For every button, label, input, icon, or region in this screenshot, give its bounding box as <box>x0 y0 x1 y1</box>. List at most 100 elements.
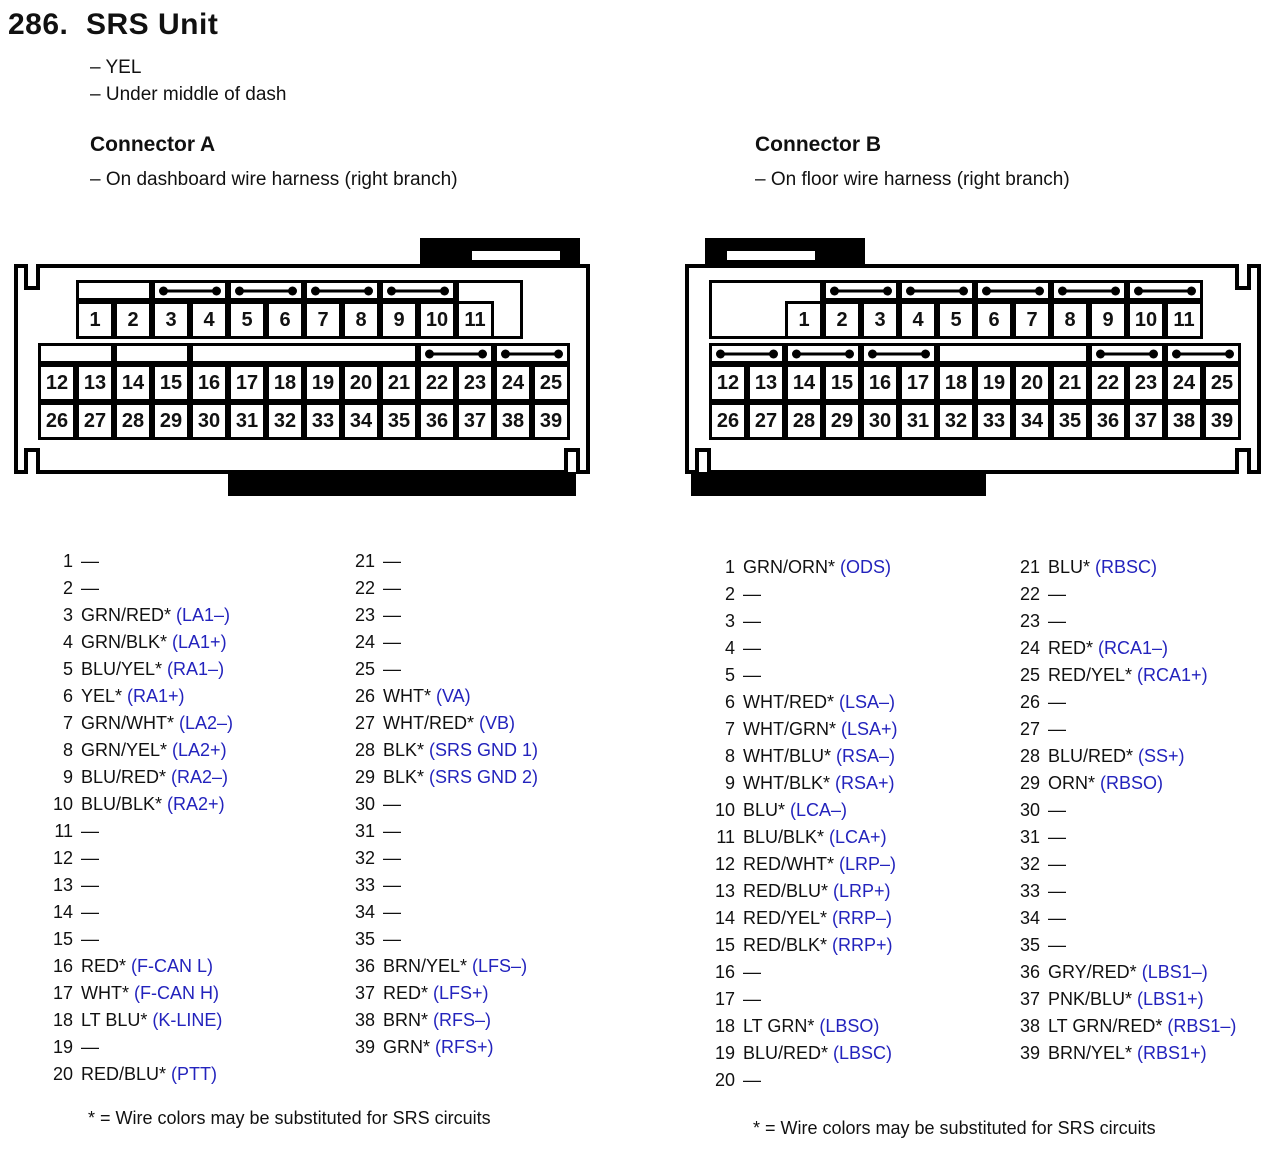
pin-row: 36 GRY/RED* (LBS1–) <box>1010 962 1278 989</box>
bridge-dot <box>554 349 563 358</box>
pin-row: 26 WHT* (VA) <box>345 686 647 713</box>
pin-row: 20 — <box>705 1070 1010 1097</box>
housing-notch-bottom-left <box>695 448 711 474</box>
pin-row: 27 WHT/RED* (VB) <box>345 713 647 740</box>
signal-name: (LRP–) <box>839 854 897 874</box>
pin-number: 23 <box>1019 611 1040 631</box>
wire-color: RED* <box>1048 638 1094 658</box>
pin-cavity-26: 26 <box>709 402 747 440</box>
wire-color: WHT/RED* <box>743 692 834 712</box>
pin-number: 15 <box>52 929 73 949</box>
wire-color: — <box>383 821 401 841</box>
pin-cavity-11: 11 <box>1165 301 1203 339</box>
housing-notch-bottom-right <box>1235 448 1251 474</box>
pin-number: 5 <box>724 665 735 685</box>
pin-row: 28 BLK* (SRS GND 1) <box>345 740 647 767</box>
pin-row: 15 RED/BLK* (RRP+) <box>705 935 1010 962</box>
pin-row: 8 GRN/YEL* (LA2+) <box>43 740 345 767</box>
pin-cavity-23: 23 <box>456 364 494 402</box>
signal-name: (F-CAN L) <box>131 956 214 976</box>
strip-blank <box>114 343 190 364</box>
pin-cavity-13: 13 <box>747 364 785 402</box>
pin-number: 38 <box>354 1010 375 1030</box>
shorting-bridge <box>380 280 456 301</box>
pin-row: 35 — <box>345 929 647 956</box>
bridge-dot <box>845 349 854 358</box>
pin-cavity-32: 32 <box>937 402 975 440</box>
pin-number: 12 <box>52 848 73 868</box>
pin-row: 4— <box>705 638 1010 665</box>
shorting-bridge <box>785 343 861 364</box>
signal-name: (RA2+) <box>167 794 225 814</box>
shorting-bridge <box>823 280 899 301</box>
pin-cavity-21: 21 <box>380 364 418 402</box>
wire-color: — <box>383 875 401 895</box>
pin-number: 7 <box>724 719 735 739</box>
pin-number: 4 <box>62 632 73 652</box>
pin-row: 21 — <box>345 551 647 578</box>
housing-notch-bottom-left <box>24 448 40 474</box>
pin-cavity-9: 9 <box>380 301 418 339</box>
pin-row: 19 — <box>43 1037 345 1064</box>
strip-blank <box>937 343 1089 364</box>
wire-color: LT GRN* <box>743 1016 815 1036</box>
pin-cavity-32: 32 <box>266 402 304 440</box>
pin-row: 10 BLU/BLK* (RA2+) <box>43 794 345 821</box>
pin-cavity-12: 12 <box>38 364 76 402</box>
pin-cavity-8: 8 <box>342 301 380 339</box>
pin-row: 18 LT GRN* (LBSO) <box>705 1016 1010 1043</box>
pin-cavity-8: 8 <box>1051 301 1089 339</box>
pin-cavity-3: 3 <box>861 301 899 339</box>
pin-cavity-16: 16 <box>190 364 228 402</box>
pin-row: 12 — <box>43 848 345 875</box>
bridge-line <box>390 289 446 292</box>
wire-color: BLK* <box>383 740 425 760</box>
pin-row: 38 BRN* (RFS–) <box>345 1010 647 1037</box>
bridge-dot <box>235 286 244 295</box>
signal-name: (RA1–) <box>167 659 225 679</box>
pin-number: 15 <box>714 935 735 955</box>
wire-color: — <box>383 794 401 814</box>
bridge-dot <box>792 349 801 358</box>
wire-color: — <box>81 1037 99 1057</box>
wire-color: WHT* <box>81 983 129 1003</box>
pin-list-column: 21—22—23—24—25—26 WHT* (VA) 27 WHT/RED* (VB) 2… <box>345 551 647 1091</box>
bridge-line <box>314 289 370 292</box>
wire-color: — <box>383 605 401 625</box>
strip-blank <box>76 280 152 301</box>
shorting-bridge <box>1165 343 1241 364</box>
housing-notch-top <box>1235 264 1251 290</box>
connector-b-pin-table: 1 GRN/ORN* (ODS) 2—3—4—5—6 WHT/RED* (LSA–) 7 WH… <box>705 557 1278 1097</box>
pin-cavity-37: 37 <box>456 402 494 440</box>
connector-housing: 1 2 3 4 5 6 7 8 9 10 11 12 13 14 15 16 17 18 19 20 21 22 23 24 2… <box>685 264 1261 496</box>
pin-number: 25 <box>1019 665 1040 685</box>
wire-color: BLK* <box>383 767 425 787</box>
signal-name: (LA1–) <box>176 605 231 625</box>
pin-cavity-28: 28 <box>785 402 823 440</box>
pin-number: 13 <box>714 881 735 901</box>
wire-color: — <box>81 551 99 571</box>
pin-row: 5— <box>705 665 1010 692</box>
pin-number: 30 <box>1019 800 1040 820</box>
pin-row: 16 — <box>705 962 1010 989</box>
pin-number: 34 <box>1019 908 1040 928</box>
pin-number: 29 <box>354 767 375 787</box>
pin-row: 22 — <box>345 578 647 605</box>
bridge-dot <box>906 286 915 295</box>
pin-number: 6 <box>724 692 735 712</box>
section-title: SRS Unit <box>86 8 219 41</box>
wire-color: LT GRN/RED* <box>1048 1016 1163 1036</box>
pin-number: 9 <box>62 767 73 787</box>
signal-name: (RSA+) <box>835 773 895 793</box>
shorting-bridge <box>1127 280 1203 301</box>
wire-color: ORN* <box>1048 773 1096 793</box>
pin-cavity-25: 25 <box>1203 364 1241 402</box>
wire-color: — <box>1048 881 1066 901</box>
signal-name: (VB) <box>479 713 515 733</box>
bridge-dot <box>830 286 839 295</box>
bridge-dot <box>1134 286 1143 295</box>
signal-name: (RFS+) <box>435 1037 494 1057</box>
pin-row: 12 RED/WHT* (LRP–) <box>705 854 1010 881</box>
bridge-line <box>833 289 889 292</box>
